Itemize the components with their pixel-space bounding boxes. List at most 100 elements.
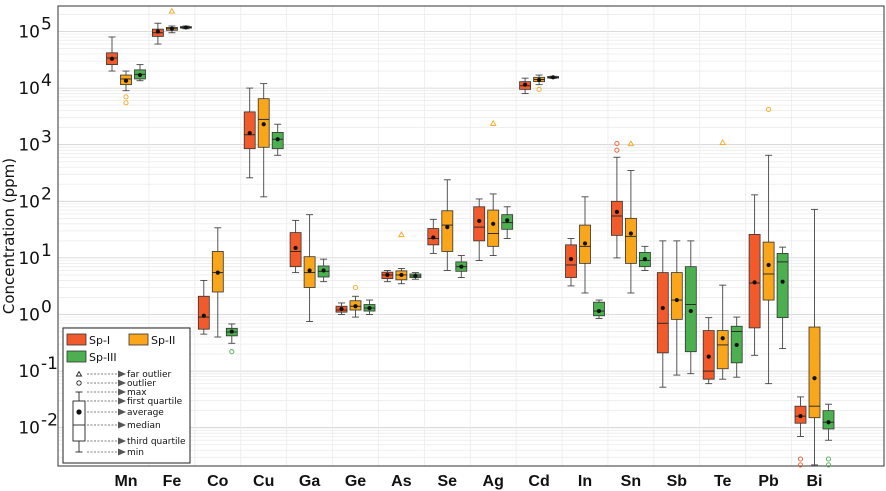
mean-dot (367, 305, 372, 311)
key-arrow (118, 408, 126, 416)
far-outlier-point (719, 139, 727, 146)
x-tick-label: Fe (163, 473, 182, 490)
box-Sp-I-Sb (656, 240, 669, 388)
mean-dot (477, 218, 482, 224)
x-tick-label: Ga (299, 473, 320, 490)
outlier-point (614, 147, 620, 153)
y-tick-label: 10 (18, 79, 40, 99)
box-Sp-II-Pb (762, 106, 775, 385)
mean-dot (780, 279, 785, 284)
y-tick-label: 10 (18, 419, 40, 439)
x-tick-label: Te (714, 473, 732, 490)
key-arrow (118, 370, 126, 378)
grid (58, 6, 884, 466)
x-tick-label: Bi (807, 473, 823, 490)
y-tick-label: 10 (18, 23, 40, 43)
box-Sp-III-Sb (684, 240, 697, 375)
x-tick-label: Sb (667, 473, 688, 490)
key-label: outlier (127, 379, 156, 389)
x-tick-labels: Mn Fe Co Cu Ga Ge As Se Ag Cd In Sn Sb Te Pb Bi (114, 473, 822, 490)
iqr-box (776, 253, 789, 319)
far-outlier-point (627, 140, 635, 147)
mean-dot (215, 270, 220, 275)
mean-dot (353, 304, 358, 309)
y-tick-exponent: 5 (41, 15, 52, 35)
outlier-point (766, 106, 772, 112)
box-Sp-II-Sn (625, 140, 637, 294)
mean-dot (293, 245, 298, 251)
outlier-point (536, 86, 542, 92)
y-tick-exponent: 0 (41, 298, 52, 318)
key-average (76, 409, 82, 415)
key-outlier (76, 380, 82, 386)
y-tick-label: 10 (18, 136, 40, 156)
iqr-box (762, 241, 775, 301)
mean-dot (812, 376, 817, 381)
x-tick-label: In (578, 473, 592, 490)
iqr-box (716, 330, 729, 370)
box-Sp-II-Se (441, 179, 454, 271)
mean-dot (734, 342, 739, 348)
outlier-point (229, 349, 235, 355)
mean-dot (109, 56, 115, 61)
box-Sp-III-Cu (271, 123, 284, 156)
mean-dot (523, 82, 528, 87)
x-tick-label: Mn (114, 473, 137, 490)
legend-label: Sp-III (89, 351, 117, 364)
legend-swatch (66, 350, 87, 363)
mean-dot (614, 209, 620, 214)
key-arrow (118, 421, 126, 429)
y-tick-exponent: 4 (41, 71, 52, 91)
x-tick-label: Cu (253, 473, 274, 490)
mean-dot (491, 221, 496, 226)
box-Sp-II-Ag (487, 119, 500, 257)
key-label: median (127, 421, 161, 431)
outlier-point (614, 140, 620, 147)
mean-dot (706, 354, 711, 359)
iqr-box (487, 209, 500, 247)
box-Sp-I-Te (702, 317, 715, 385)
mean-dot (582, 241, 588, 246)
mean-dot (155, 29, 160, 34)
y-tick-exponent: 1 (41, 241, 52, 261)
mean-dot (201, 313, 206, 318)
key-arrow (118, 388, 126, 396)
box-Sp-III-Te (730, 316, 743, 378)
iqr-box (243, 111, 256, 150)
outlier-point (123, 100, 129, 106)
iqr-box (441, 210, 454, 252)
mean-dot (537, 77, 542, 82)
key-arrow (118, 448, 126, 456)
box-Sp-III-Se (455, 255, 468, 278)
box-Sp-I-Ga (289, 219, 302, 274)
box-Sp-I-Fe (151, 22, 164, 45)
box-Sp-II-Fe (165, 7, 178, 34)
box-Sp-I-As (381, 270, 394, 283)
iqr-box (670, 272, 683, 320)
mean-dot (445, 225, 450, 230)
mean-dot (688, 308, 693, 314)
mean-dot (339, 306, 344, 312)
mean-dot (261, 122, 266, 127)
key-arrow (118, 397, 126, 405)
box-Sp-II-Ge (349, 284, 362, 318)
mean-dot (628, 231, 634, 236)
iqr-box (473, 206, 486, 242)
box-Sp-I-Cd (519, 77, 531, 95)
box-Sp-I-Pb (748, 194, 761, 356)
outlier-point (825, 462, 832, 468)
key-label: min (127, 448, 144, 458)
outlier-point (797, 462, 804, 468)
box-Sp-II-In (579, 196, 591, 294)
mean-dot (399, 272, 404, 278)
x-tick-label: Sn (621, 473, 641, 490)
iqr-box (197, 295, 210, 330)
box-Sp-III-Ge (363, 299, 376, 315)
mean-dot (505, 218, 510, 223)
key-label: first quartile (127, 397, 183, 407)
y-tick-exponent: -2 (41, 411, 58, 431)
key-label: max (127, 388, 147, 398)
key-arrow (118, 437, 126, 445)
mean-dot (720, 336, 725, 341)
